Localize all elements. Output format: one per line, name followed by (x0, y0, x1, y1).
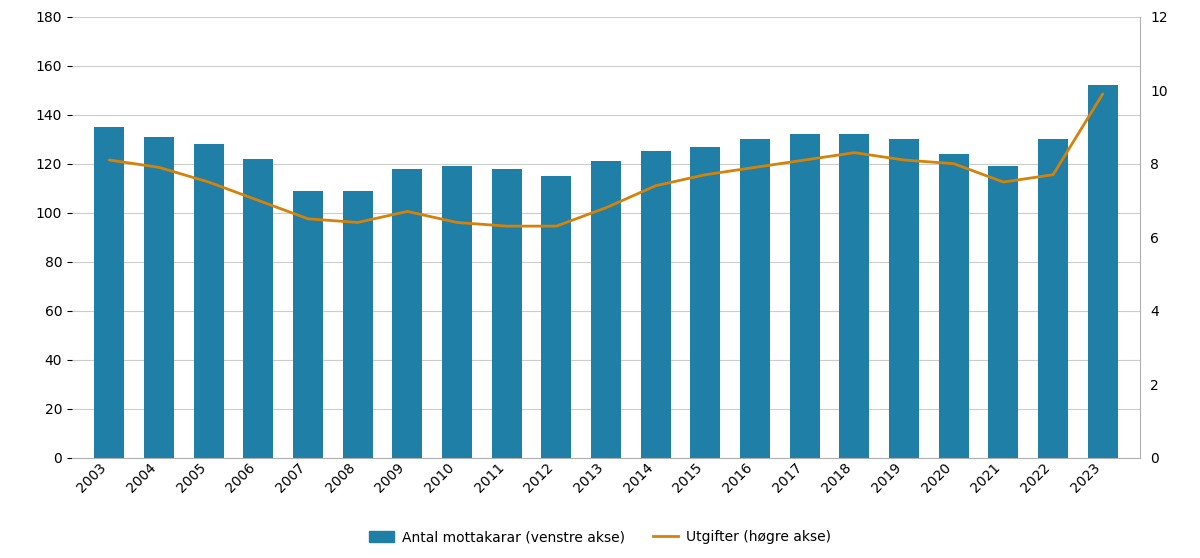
Bar (889, 139, 919, 458)
Bar (740, 139, 770, 458)
Bar (1038, 139, 1068, 458)
Bar (592, 161, 620, 458)
Bar (343, 191, 372, 458)
Bar (244, 159, 274, 458)
Bar (392, 169, 422, 458)
Bar (442, 166, 472, 458)
Bar (492, 169, 522, 458)
Bar (989, 166, 1019, 458)
Bar (690, 147, 720, 458)
Bar (144, 137, 174, 458)
Bar (193, 144, 223, 458)
Bar (641, 151, 671, 458)
Bar (938, 154, 968, 458)
Bar (95, 127, 124, 458)
Bar (293, 191, 323, 458)
Legend: Antal mottakarar (venstre akse), Utgifter (høgre akse): Antal mottakarar (venstre akse), Utgifte… (362, 523, 838, 551)
Bar (1088, 85, 1117, 458)
Bar (790, 134, 820, 458)
Bar (541, 176, 571, 458)
Bar (840, 134, 869, 458)
